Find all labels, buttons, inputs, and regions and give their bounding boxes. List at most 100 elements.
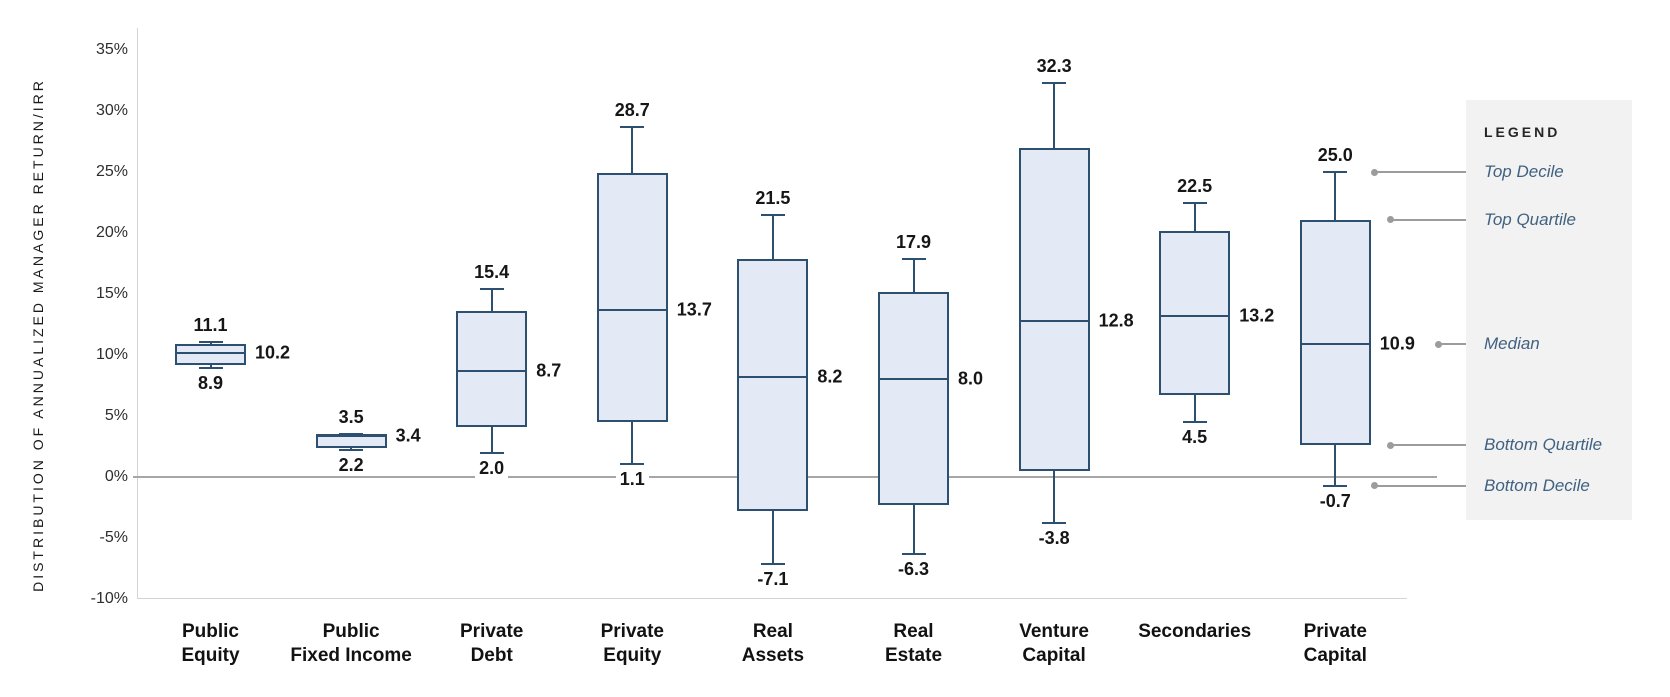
bottom-decile-label-real-estate: -6.3	[869, 558, 959, 580]
bottom-decile-value-public-fixed-income: 2.2	[334, 455, 368, 476]
median-line-public-equity	[175, 351, 246, 354]
whisker-bottom-venture-capital	[1053, 470, 1056, 524]
bottom-decile-value-public-equity: 8.9	[193, 373, 228, 394]
bottom-decile-label-private-equity: 1.1	[587, 468, 677, 490]
y-tick-label: 10%	[95, 346, 128, 363]
whisker-bottom-public-equity	[209, 364, 212, 369]
whisker-bottom-real-assets	[771, 511, 774, 564]
whisker-bottom-public-fixed-income	[350, 447, 353, 451]
category-label-private-debt: Private Debt	[400, 620, 584, 668]
whisker-top-cap-public-equity	[198, 340, 223, 343]
bottom-decile-value-venture-capital: -3.8	[1034, 528, 1074, 549]
category-label-line: Public	[181, 621, 239, 642]
bottom-decile-label-private-capital: -0.7	[1290, 490, 1380, 512]
y-tick-label: 5%	[104, 407, 128, 424]
box-real-estate	[878, 291, 949, 506]
median-label-real-assets: 8.2	[817, 366, 843, 387]
median-line-private-equity	[596, 308, 668, 311]
bottom-decile-label-private-debt: 2.0	[447, 457, 537, 479]
bottom-decile-value-secondaries: 4.5	[1178, 427, 1212, 448]
bottom-decile-value-private-capital: -0.7	[1315, 490, 1355, 511]
median-line-real-assets	[737, 375, 809, 378]
legend-connector-dot-top-quartile	[1387, 216, 1394, 224]
whisker-bottom-cap-private-equity	[620, 462, 645, 465]
whisker-top-cap-secondaries	[1182, 201, 1207, 204]
y-tick-label: 15%	[95, 285, 128, 302]
median-line-secondaries	[1159, 314, 1231, 317]
legend-connector-dot-bottom-decile	[1371, 482, 1378, 490]
legend-connector-dot-bottom-quartile	[1387, 441, 1394, 449]
bottom-decile-value-real-assets: -7.1	[753, 568, 793, 589]
category-label-line: Equity	[181, 645, 240, 666]
median-label-private-equity: 13.7	[676, 299, 712, 320]
whisker-top-private-equity	[631, 126, 634, 174]
whisker-bottom-private-debt	[490, 426, 493, 453]
whisker-bottom-private-capital	[1334, 445, 1337, 486]
category-label-line: Private	[460, 621, 524, 642]
median-line-private-capital	[1299, 343, 1371, 346]
category-label-real-estate: Real Estate	[822, 620, 1006, 668]
median-label-private-debt: 8.7	[536, 360, 562, 381]
whisker-top-real-assets	[771, 214, 774, 259]
category-label-line: Debt	[470, 645, 513, 666]
median-label-venture-capital: 12.8	[1098, 310, 1134, 331]
whisker-top-cap-real-assets	[760, 213, 785, 216]
whisker-top-cap-private-equity	[620, 125, 645, 128]
legend-connector-bottom-quartile	[1390, 444, 1466, 447]
whisker-top-private-capital	[1334, 172, 1337, 220]
whisker-top-cap-real-estate	[901, 257, 926, 260]
whisker-bottom-cap-real-assets	[760, 562, 785, 565]
category-label-private-capital: Private Capital	[1243, 620, 1427, 668]
bottom-decile-value-real-estate: -6.3	[893, 558, 934, 579]
category-label-line: Venture	[1019, 621, 1089, 642]
category-label-private-equity: Private Equity	[540, 620, 724, 668]
category-label-line: Fixed Income	[290, 645, 412, 666]
whisker-bottom-cap-real-estate	[901, 552, 926, 555]
y-tick-label: 20%	[95, 224, 128, 241]
bottom-decile-label-real-assets: -7.1	[728, 568, 818, 590]
category-label-line: Private	[1303, 621, 1367, 642]
box-public-equity	[175, 344, 246, 365]
legend-item-top-decile: Top Decile	[1484, 162, 1564, 181]
top-decile-label-private-equity: 28.7	[614, 99, 650, 120]
category-label-line: Capital	[1022, 645, 1086, 666]
category-label-public-fixed-income: Public Fixed Income	[259, 620, 443, 668]
legend-item-top-quartile: Top Quartile	[1484, 209, 1576, 229]
whisker-bottom-cap-public-fixed-income	[339, 449, 364, 452]
median-label-secondaries: 13.2	[1239, 305, 1275, 326]
bottom-decile-label-venture-capital: -3.8	[1009, 527, 1099, 549]
y-tick-label: 35%	[95, 41, 128, 58]
category-label-venture-capital: Venture Capital	[962, 620, 1146, 668]
legend-item-bottom-quartile: Bottom Quartile	[1484, 435, 1603, 455]
top-decile-label-public-fixed-income: 3.5	[338, 407, 364, 428]
whisker-bottom-cap-private-capital	[1323, 484, 1348, 487]
top-decile-label-private-capital: 25.0	[1317, 145, 1353, 165]
whisker-top-cap-private-capital	[1323, 171, 1348, 173]
y-tick-label: -10%	[90, 590, 128, 607]
category-label-line: Real	[893, 621, 934, 642]
bottom-decile-label-secondaries: 4.5	[1150, 426, 1240, 448]
category-label-line: Capital	[1303, 645, 1367, 666]
y-axis-line	[137, 28, 138, 598]
median-line-real-estate	[878, 378, 949, 381]
median-label-public-fixed-income: 3.4	[395, 425, 421, 446]
whisker-bottom-cap-private-debt	[479, 451, 504, 454]
category-label-line: Private	[600, 621, 664, 642]
box-private-capital	[1299, 219, 1371, 446]
whisker-top-cap-private-debt	[479, 288, 504, 291]
median-label-private-capital: 10.9	[1379, 333, 1415, 354]
whisker-top-secondaries	[1193, 202, 1196, 231]
whisker-bottom-real-estate	[912, 505, 915, 554]
category-label-secondaries: Secondaries	[1103, 620, 1287, 644]
whisker-top-public-equity	[209, 341, 212, 345]
y-tick-label: 25%	[95, 163, 128, 180]
y-tick-label: 0%	[104, 468, 128, 485]
whisker-top-cap-venture-capital	[1042, 81, 1067, 84]
median-line-private-debt	[456, 369, 528, 372]
legend-title: LEGEND	[1484, 124, 1561, 140]
category-label-line: Real	[752, 621, 793, 642]
box-secondaries	[1159, 230, 1231, 396]
y-tick-label: -5%	[99, 529, 128, 546]
category-label-line: Assets	[741, 645, 805, 666]
whisker-top-real-estate	[912, 258, 915, 292]
